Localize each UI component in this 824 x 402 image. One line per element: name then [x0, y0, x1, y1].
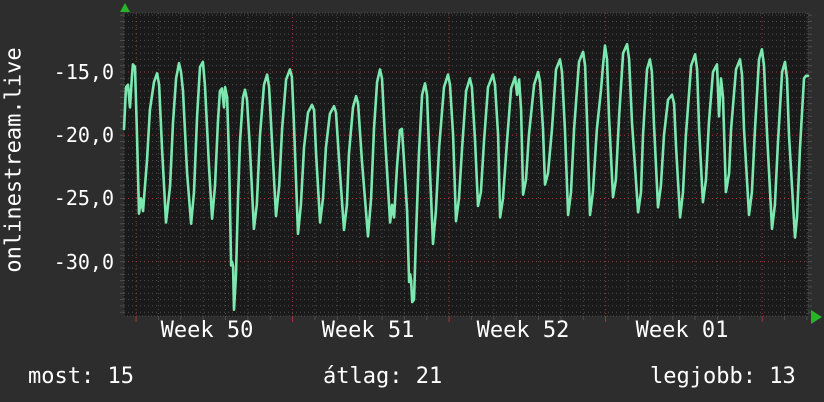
stat-now-label: most: [28, 364, 95, 389]
stat-average-label: átlag: [323, 364, 403, 389]
y-axis-label: -20,0 [53, 123, 114, 147]
stat-best: legjobb: 13 [650, 364, 796, 389]
line-chart [120, 3, 822, 324]
stat-average-value: 21 [415, 364, 443, 389]
stats-legend: most: 15 átlag: 21 legjobb: 13 [0, 364, 824, 392]
stat-best-value: 13 [769, 364, 796, 389]
x-axis-label-week-51: Week 51 [321, 318, 415, 343]
stat-average: átlag: 21 [323, 364, 442, 389]
y-axis-label: -25,0 [53, 186, 114, 210]
y-axis-arrow-icon [120, 3, 130, 12]
x-axis-arrow-icon [811, 310, 822, 324]
y-axis-label: -30,0 [53, 250, 114, 274]
x-axis-label-week-52: Week 52 [476, 318, 570, 343]
stat-best-label: legjobb: [650, 364, 756, 389]
stat-now-value: 15 [107, 364, 134, 389]
data-series-line [122, 42, 810, 312]
x-axis-label-week-01: Week 01 [635, 318, 729, 343]
stat-now: most: 15 [28, 364, 134, 389]
x-axis-label-week-50: Week 50 [160, 318, 254, 343]
y-axis-label: -15,0 [53, 60, 114, 84]
